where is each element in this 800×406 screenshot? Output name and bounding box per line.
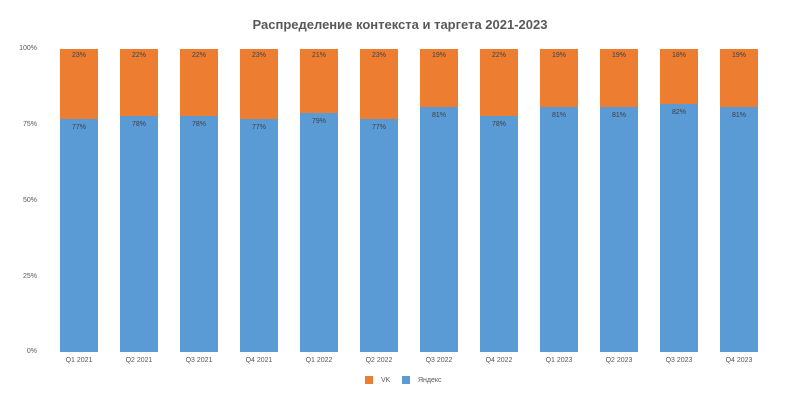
segment-yandex[interactable]: 77%	[360, 119, 398, 352]
data-label-yandex: 79%	[311, 118, 326, 125]
data-label-yandex: 78%	[491, 121, 506, 128]
data-label-vk: 23%	[71, 52, 86, 59]
legend-item-vk[interactable]: VK	[365, 376, 390, 384]
segment-vk[interactable]: 19%	[420, 49, 458, 107]
data-label-yandex: 81%	[551, 112, 566, 119]
bar-q2-2022: 23% 77%	[360, 49, 398, 352]
segment-vk[interactable]: 21%	[300, 49, 338, 113]
data-label-yandex: 77%	[71, 124, 86, 131]
bar-q3-2021: 22% 78%	[180, 49, 218, 352]
segment-vk[interactable]: 18%	[660, 49, 698, 104]
data-label-yandex: 81%	[611, 112, 626, 119]
bar-q1-2021: 23% 77%	[60, 49, 98, 352]
x-tick-label: Q4 2023	[725, 357, 753, 364]
segment-yandex[interactable]: 81%	[720, 107, 758, 352]
data-label-vk: 21%	[311, 52, 326, 59]
segment-vk[interactable]: 23%	[240, 49, 278, 119]
x-tick-label: Q2 2023	[605, 357, 633, 364]
data-label-vk: 22%	[131, 52, 146, 59]
y-tick-75: 75%	[22, 121, 37, 128]
data-label-yandex: 81%	[431, 112, 446, 119]
bar-q1-2023: 19% 81%	[540, 49, 578, 352]
data-label-yandex: 78%	[131, 121, 146, 128]
segment-vk[interactable]: 19%	[600, 49, 638, 107]
data-label-vk: 19%	[551, 52, 566, 59]
legend-swatch-yandex	[402, 376, 410, 384]
segment-yandex[interactable]: 79%	[300, 113, 338, 352]
segment-yandex[interactable]: 78%	[120, 116, 158, 352]
bar-q4-2021: 23% 77%	[240, 49, 278, 352]
x-tick-label: Q4 2022	[485, 357, 513, 364]
segment-vk[interactable]: 19%	[540, 49, 578, 107]
x-tick-label: Q3 2022	[425, 357, 453, 364]
data-label-yandex: 77%	[371, 124, 386, 131]
data-label-vk: 22%	[491, 52, 506, 59]
data-label-vk: 22%	[191, 52, 206, 59]
bar-q3-2022: 19% 81%	[420, 49, 458, 352]
bar-q3-2023: 18% 82%	[660, 49, 698, 352]
segment-yandex[interactable]: 82%	[660, 104, 698, 352]
segment-vk[interactable]: 23%	[60, 49, 98, 119]
segment-yandex[interactable]: 77%	[240, 119, 278, 352]
y-tick-50: 50%	[22, 197, 37, 204]
segment-yandex[interactable]: 78%	[480, 116, 518, 352]
x-tick-label: Q3 2023	[665, 357, 693, 364]
data-label-yandex: 82%	[671, 109, 686, 116]
bar-q4-2023: 19% 81%	[720, 49, 758, 352]
segment-vk[interactable]: 23%	[360, 49, 398, 119]
plot-area: 23% 77% 22% 78% 22% 78% 23% 77% 21% 79% 23% 77% 19% 8…	[50, 49, 770, 352]
bar-q2-2021: 22% 78%	[120, 49, 158, 352]
x-tick-label: Q2 2021	[125, 357, 153, 364]
data-label-vk: 19%	[431, 52, 446, 59]
data-label-yandex: 78%	[191, 121, 206, 128]
legend-label-vk: VK	[381, 376, 391, 384]
legend-swatch-vk	[365, 376, 373, 384]
data-label-vk: 19%	[611, 52, 626, 59]
segment-vk[interactable]: 22%	[480, 49, 518, 116]
x-tick-label: Q2 2022	[365, 357, 393, 364]
bar-q4-2022: 22% 78%	[480, 49, 518, 352]
x-tick-label: Q1 2023	[545, 357, 573, 364]
data-label-yandex: 81%	[731, 112, 746, 119]
chart-title: Распределение контекста и таргета 2021-2…	[252, 17, 548, 32]
segment-yandex[interactable]: 77%	[60, 119, 98, 352]
data-label-yandex: 77%	[251, 124, 266, 131]
segment-vk[interactable]: 22%	[180, 49, 218, 116]
bar-q1-2022: 21% 79%	[300, 49, 338, 352]
segment-yandex[interactable]: 78%	[180, 116, 218, 352]
segment-yandex[interactable]: 81%	[600, 107, 638, 352]
y-tick-0: 0%	[26, 348, 37, 355]
data-label-vk: 23%	[371, 52, 386, 59]
data-label-vk: 18%	[671, 52, 686, 59]
legend-item-yandex[interactable]: Яндекс	[402, 376, 442, 384]
data-label-vk: 23%	[251, 52, 266, 59]
segment-vk[interactable]: 19%	[720, 49, 758, 107]
x-tick-label: Q1 2022	[305, 357, 333, 364]
legend-label-yandex: Яндекс	[418, 376, 442, 384]
data-label-vk: 19%	[731, 52, 746, 59]
x-tick-label: Q4 2021	[245, 357, 273, 364]
bar-q2-2023: 19% 81%	[600, 49, 638, 352]
x-tick-label: Q1 2021	[65, 357, 93, 364]
x-tick-label: Q3 2021	[185, 357, 213, 364]
y-tick-100: 100%	[19, 45, 37, 52]
segment-vk[interactable]: 22%	[120, 49, 158, 116]
legend: VK Яндекс	[0, 376, 800, 388]
y-tick-25: 25%	[22, 273, 37, 280]
segment-yandex[interactable]: 81%	[420, 107, 458, 352]
segment-yandex[interactable]: 81%	[540, 107, 578, 352]
